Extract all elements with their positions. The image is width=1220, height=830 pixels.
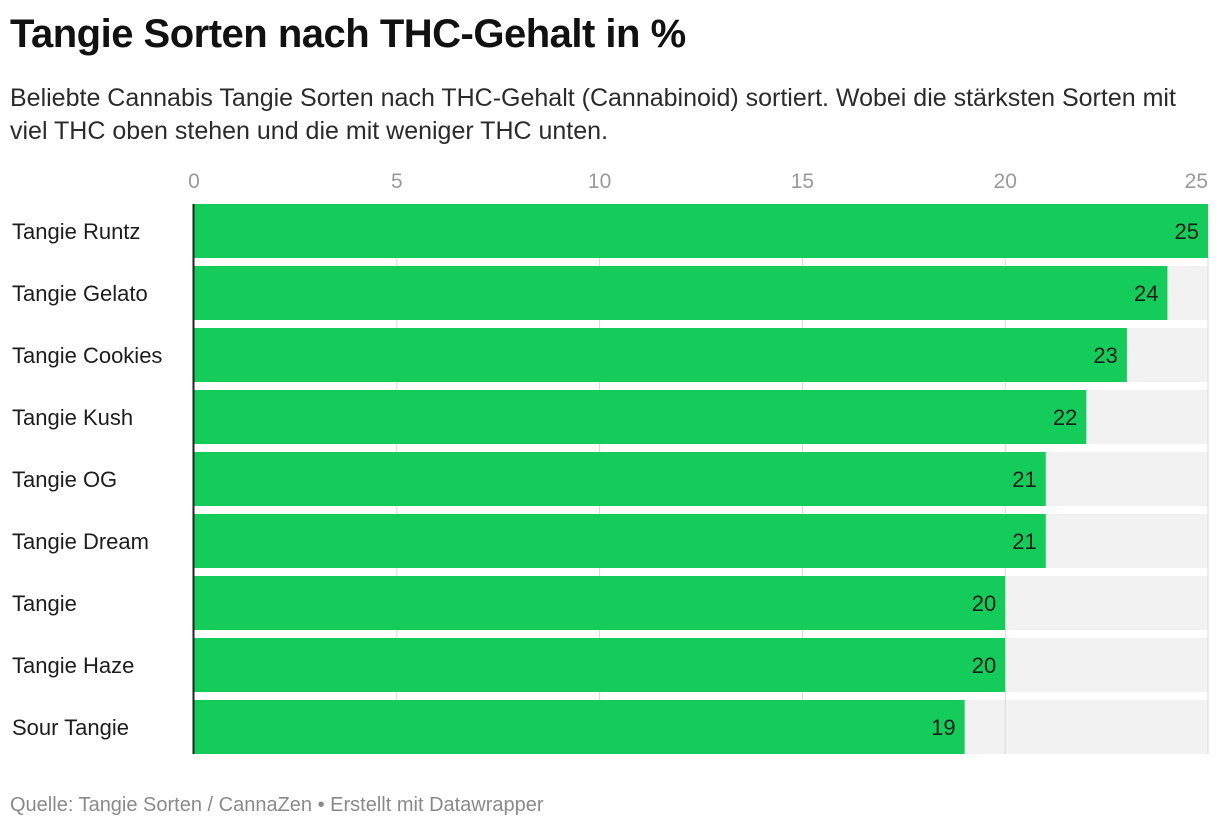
value-label: 21 [1012, 467, 1036, 492]
chart-subtitle: Beliebte Cannabis Tangie Sorten nach THC… [10, 84, 1176, 145]
bar [194, 452, 1046, 506]
value-label: 23 [1093, 343, 1117, 368]
x-tick-label: 0 [188, 170, 200, 193]
category-label: Tangie OG [12, 467, 117, 492]
category-label: Tangie [12, 591, 77, 616]
x-tick-label: 5 [391, 170, 403, 193]
bar [194, 576, 1006, 630]
x-tick-label: 15 [791, 170, 814, 193]
value-label: 19 [931, 715, 955, 740]
value-label: 20 [972, 653, 996, 678]
bar [194, 514, 1046, 568]
bar [194, 638, 1006, 692]
value-label: 21 [1012, 529, 1036, 554]
x-tick-label: 25 [1185, 170, 1208, 193]
category-label: Tangie Cookies [12, 343, 162, 368]
category-label: Tangie Gelato [12, 281, 148, 306]
value-label: 20 [972, 591, 996, 616]
x-tick-label: 10 [588, 170, 611, 193]
bar-chart: 0 5 10 15 20 25 Tangie Runtz 25 Tangie Gelato 24 T… [12, 170, 1209, 754]
bar [194, 700, 965, 754]
category-label: Tangie Kush [12, 405, 133, 430]
category-label: Tangie Runtz [12, 219, 140, 244]
category-label: Tangie Dream [12, 529, 149, 554]
bar [194, 328, 1127, 382]
chart-title: Tangie Sorten nach THC-Gehalt in % [10, 12, 686, 56]
bar [194, 266, 1168, 320]
bar [194, 390, 1087, 444]
category-label: Sour Tangie [12, 715, 129, 740]
category-label: Tangie Haze [12, 653, 134, 678]
value-label: 22 [1053, 405, 1077, 430]
x-tick-label: 20 [994, 170, 1017, 193]
value-label: 24 [1134, 281, 1158, 306]
value-label: 25 [1175, 219, 1199, 244]
source-footer: Quelle: Tangie Sorten / CannaZen • Erste… [10, 794, 544, 816]
bar [194, 204, 1208, 258]
